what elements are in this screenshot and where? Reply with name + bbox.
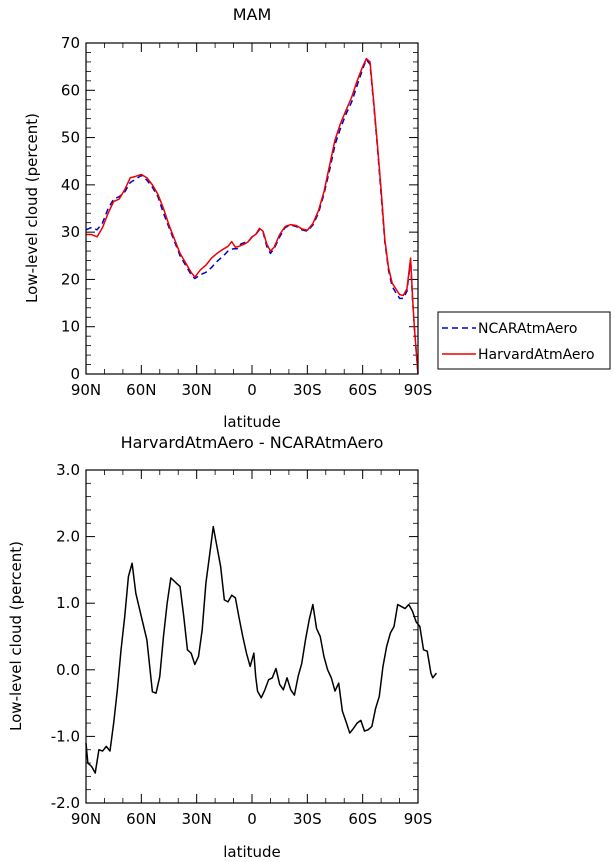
top-chart-plot-frame [85,42,419,375]
top-chart-panel: MAM Low-level cloud (percent) latitude 9… [23,5,432,431]
top-chart-series-group [85,57,419,375]
top-y-tick-label: 40 [61,176,80,194]
top-x-tick-label: 30S [293,381,322,399]
top-chart-title: MAM [233,5,272,24]
bottom-y-tick-label: 1.0 [56,594,80,612]
top-y-tick-label: 10 [61,318,80,336]
bottom-x-tick-label: 60N [126,810,156,828]
legend-box [437,311,611,370]
bottom-x-tick-label: 30S [293,810,322,828]
top-y-tick-label: 0 [70,365,80,383]
bottom-chart-x-axis-label: latitude [223,843,281,861]
bottom-chart-panel: HarvardAtmAero - NCARAtmAero Low-level c… [7,433,438,861]
bottom-x-tick-label: 90N [71,810,101,828]
bottom-chart-plot-frame [85,469,419,804]
bottom-chart-series-group [85,525,438,774]
bottom-chart-title: HarvardAtmAero - NCARAtmAero [121,433,384,452]
top-chart-axes: 90N 60N 30N 0 30S 60S 90S 0 10 20 30 40 50 60 70 [61,34,432,399]
top-x-tick-label: 60N [126,381,156,399]
bottom-x-tick-label: 30N [182,810,212,828]
top-x-tick-label: 30N [182,381,212,399]
top-y-tick-label: 60 [61,81,80,99]
top-x-tick-label: 60S [348,381,377,399]
bottom-y-tick-label: 3.0 [56,461,80,479]
top-chart-legend: NCARAtmAero HarvardAtmAero [437,311,611,370]
top-x-tick-label: 90S [404,381,433,399]
top-y-tick-label: 30 [61,223,80,241]
top-chart-x-axis-label: latitude [223,413,281,431]
bottom-chart-y-axis-label: Low-level cloud (percent) [7,541,25,731]
bottom-x-tick-label: 90S [404,810,433,828]
bottom-y-tick-label: -2.0 [51,794,80,812]
bottom-x-tick-label: 60S [348,810,377,828]
top-chart-y-axis-label: Low-level cloud (percent) [23,113,41,303]
top-series-line-harvardatmaero [86,57,419,375]
top-y-tick-label: 50 [61,129,80,147]
legend-label-ncaratmaero: NCARAtmAero [478,321,577,337]
top-x-tick-label: 0 [247,381,257,399]
bottom-y-tick-label: -1.0 [51,727,80,745]
bottom-y-tick-label: 2.0 [56,528,80,546]
top-y-tick-label: 20 [61,270,80,288]
top-y-tick-label: 70 [61,34,80,52]
bottom-y-tick-label: 0.0 [56,661,80,679]
bottom-chart-axes: 90N 60N 30N 0 30S 60S 90S -2.0 -1.0 0.0 1.0 2.0 3.0 [51,461,433,828]
bottom-series-line-difference [85,525,438,774]
legend-label-harvardatmaero: HarvardAtmAero [478,347,595,363]
top-x-tick-label: 90N [71,381,101,399]
bottom-x-tick-label: 0 [247,810,257,828]
